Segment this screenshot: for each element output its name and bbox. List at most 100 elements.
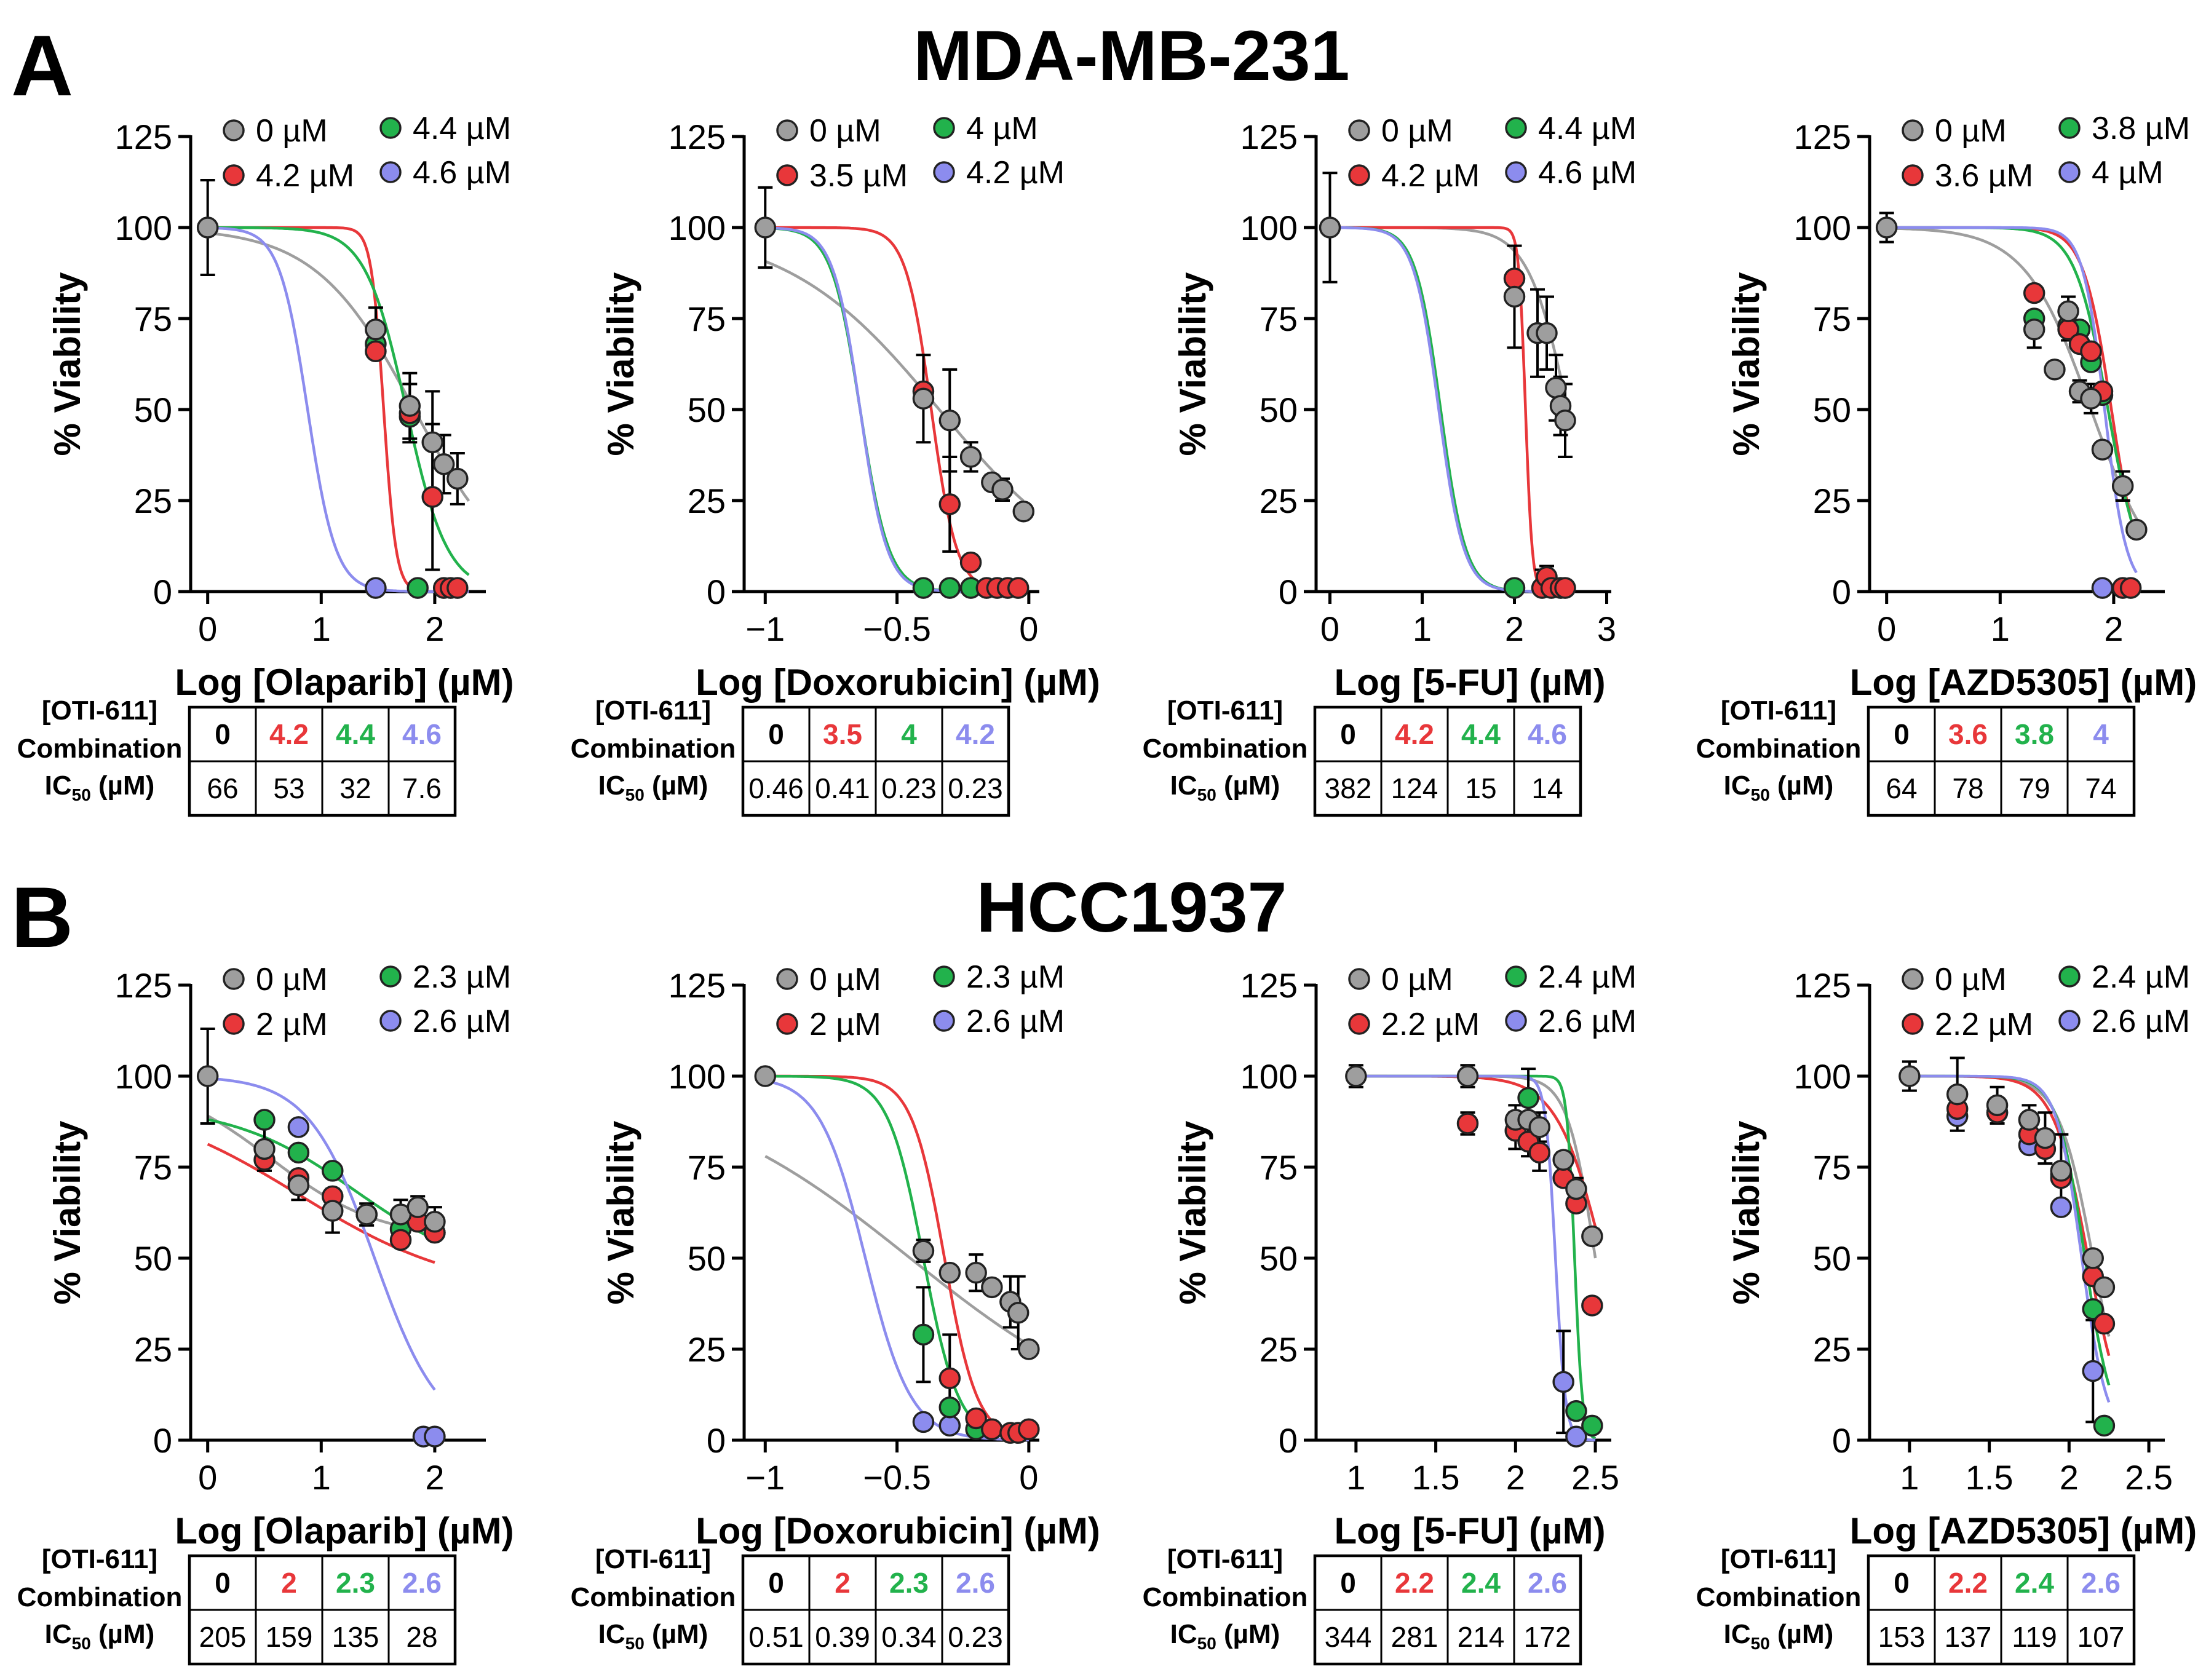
data-point-series-1 [959,551,982,574]
legend-marker-series-0 [223,968,245,990]
data-points [1345,1065,1603,1448]
ic-subscript: 50 [72,1634,91,1653]
legend-marker-series-2 [1505,965,1527,988]
axes: 0 25 50 75 100 125 −1 −0.5 0 [669,966,1039,1497]
table-header-line1: [OTI-611] [1167,1544,1283,1574]
section-a-header: A MDA-MB-231 [11,17,1350,114]
ic-text: IC [1724,771,1751,801]
data-point-series-3 [912,1411,935,1433]
y-tick-label: 125 [669,117,726,156]
table-ic50-cell: 137 [1945,1621,1992,1653]
table-conc-cell: 0 [768,718,784,750]
y-tick-label: 75 [688,299,726,338]
data-point-series-1 [981,1418,1003,1440]
legend-label: 4.4 µM [1538,111,1637,146]
panel-letter-b: B [11,869,73,965]
fit-curve-series-3 [1886,226,2138,574]
x-tick-label: 0 [1877,609,1896,648]
y-tick-label: 25 [1813,1330,1851,1369]
data-point-series-0 [1528,1116,1550,1138]
table-conc-cell: 2.6 [2081,1567,2121,1599]
data-point-series-0 [1565,1178,1587,1200]
ic-subscript: 50 [1751,785,1770,804]
data-point-series-3 [365,577,387,599]
table-header-line1: [OTI-611] [595,695,711,726]
x-tick-label: 1 [1900,1458,1919,1497]
x-tick-label: 1.5 [1966,1458,2014,1497]
table-header-line3: IC50 (µM) [1170,1619,1280,1653]
y-tick-label: 125 [115,966,172,1005]
y-tick-label: 50 [688,1239,726,1278]
table-header: [OTI-611] Combination IC50 (µM) [17,1544,183,1653]
table-ic50-cell: 153 [1878,1621,1926,1653]
x-tick-label: 2 [1506,1458,1525,1497]
y-tick-label: 100 [1240,208,1298,247]
legend-label: 2.6 µM [966,1004,1065,1039]
data-point-series-0 [196,216,219,239]
x-tick-label: 0 [1320,609,1339,648]
data-point-series-3 [938,1414,961,1437]
data-point-series-0 [1007,1302,1030,1324]
legend-marker-series-1 [1348,1013,1370,1035]
data-point-series-2 [1517,1087,1539,1109]
data-point-series-2 [253,1109,276,1131]
table-header: [OTI-611] Combination IC50 (µM) [17,695,183,804]
table-ic50-cell: 124 [1391,772,1438,804]
y-axis-title: % Viability [600,272,641,456]
legend-marker-series-3 [2058,1010,2081,1032]
data-points [754,216,1035,599]
data-point-series-2 [912,1323,935,1346]
table-header-line3: IC50 (µM) [45,771,155,804]
legend: 0 µM 2 µM 2.3 µM 2.6 µM [776,959,1065,1042]
data-point-series-1 [389,1229,412,1251]
data-point-series-2 [287,1141,310,1164]
fit-curves [764,1074,1030,1441]
axes: 0 25 50 75 100 125 0 1 2 [115,117,486,648]
y-tick-label: 0 [1832,1421,1851,1460]
x-tick-label: 1 [1346,1458,1365,1497]
table-conc-cell: 4.2 [1395,718,1434,750]
data-point-series-0 [365,319,387,341]
legend-marker-series-3 [1505,1010,1527,1032]
y-tick-label: 125 [1794,117,1851,156]
table-ic50-cell: 344 [1325,1621,1372,1653]
data-point-series-0 [1456,1065,1479,1087]
legend-marker-series-2 [2058,965,2081,988]
data-point-series-0 [2125,518,2148,541]
chart-panel-1: 0 25 50 75 100 125 −1 −0.5 0 % Viability Log [Doxo… [571,111,1100,817]
legend-label: 2.3 µM [966,959,1065,995]
fit-curve-series-1 [765,1074,1030,1440]
data-point-series-1 [365,340,387,363]
data-point-series-0 [1899,1065,1921,1087]
table-ic50-cell: 66 [207,772,238,804]
table-header-line3: IC50 (µM) [1170,771,1280,804]
table-header-line2: Combination [1143,1582,1308,1612]
data-point-series-0 [981,1276,1003,1299]
legend-label: 0 µM [256,962,328,997]
x-tick-label: 2 [425,609,444,648]
ic-subscript: 50 [72,785,91,804]
data-point-series-0 [1018,1338,1040,1360]
table-header-line1: [OTI-611] [1721,1544,1836,1574]
y-axis-title: % Viability [1172,1120,1213,1305]
y-tick-label: 0 [153,1421,172,1460]
data-point-series-3 [2082,1360,2104,1382]
fit-curves [764,226,1025,593]
y-axis-title: % Viability [47,272,88,456]
axes: 0 25 50 75 100 125 −1 −0.5 0 [669,117,1039,648]
table-ic50-cell: 32 [339,772,371,804]
ic-text: IC [1724,1619,1751,1649]
y-tick-label: 100 [669,208,726,247]
x-tick-label: −1 [745,609,785,648]
y-axis-title: % Viability [600,1120,641,1305]
y-tick-label: 0 [1279,573,1298,611]
x-axis-title: Log [AZD5305] (µM) [1850,1510,2197,1551]
data-point-series-0 [754,1065,777,1087]
x-tick-label: 2 [425,1458,444,1497]
data-point-series-0 [1986,1094,2009,1117]
data-point-series-3 [1552,1371,1574,1393]
table-header-line2: Combination [571,1582,736,1612]
data-point-series-0 [965,1261,987,1284]
table-conc-cell: 2.6 [956,1567,995,1599]
data-point-series-1 [1456,1112,1479,1135]
